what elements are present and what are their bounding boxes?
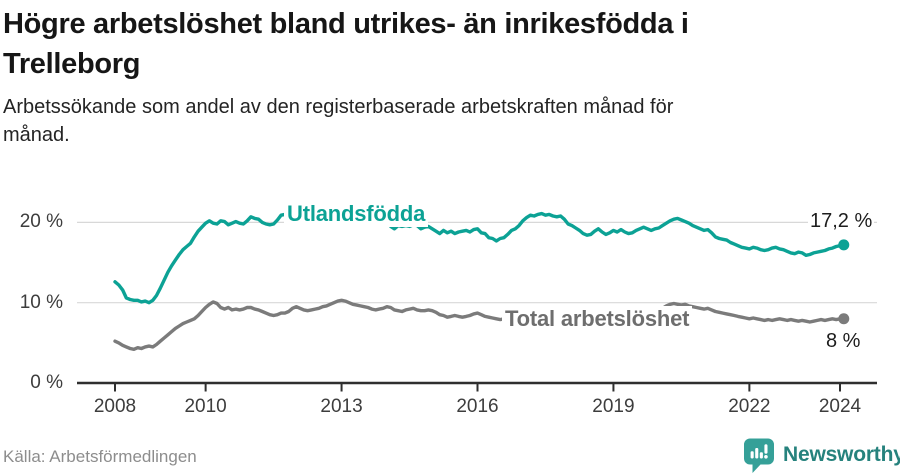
- end-value-utlandsfodda: 17,2 %: [808, 210, 875, 233]
- newsworthy-wordmark: Newsworthy: [783, 443, 900, 466]
- y-tick-label: 0 %: [30, 372, 63, 393]
- series-label-total-arbetsloshet: Total arbetslöshet: [502, 306, 693, 332]
- series-label-utlandsfodda: Utlandsfödda: [284, 201, 429, 227]
- chart-subtitle: Arbetssökande som andel av den registerb…: [3, 96, 674, 146]
- x-tick-label: 2013: [320, 396, 363, 417]
- end-value-total-arbetsloshet: 8 %: [824, 330, 863, 353]
- x-tick-label: 2019: [592, 396, 635, 417]
- x-tick-label: 2022: [728, 396, 771, 417]
- x-tick-label: 2010: [184, 396, 227, 417]
- chart-header: Högre arbetslöshet bland utrikes- än inr…: [3, 4, 897, 149]
- newsworthy-logo: Newsworthy: [742, 437, 900, 473]
- x-tick-label: 2024: [818, 396, 862, 417]
- chart-title: Högre arbetslöshet bland utrikes- än inr…: [3, 8, 689, 80]
- y-tick-label: 10 %: [19, 291, 63, 313]
- y-tick-label: 20 %: [19, 211, 63, 233]
- y-axis-labels: 0 % 10 % 20 %: [0, 0, 63, 474]
- x-tick-label: 2008: [93, 396, 137, 417]
- x-tick-label: 2016: [456, 396, 499, 417]
- bar-chart-speech-bubble-icon: [744, 438, 774, 473]
- source-attribution: Källa: Arbetsförmedlingen: [3, 447, 197, 466]
